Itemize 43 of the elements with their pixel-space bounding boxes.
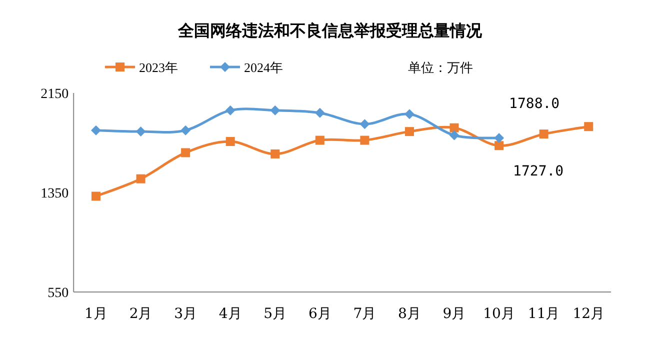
point: [181, 148, 190, 158]
legend-label: 2024年: [244, 60, 283, 75]
point: [494, 133, 504, 144]
point: [450, 123, 459, 132]
point: [270, 149, 280, 158]
point: [90, 125, 101, 136]
point: [270, 105, 280, 116]
point: [584, 122, 594, 132]
point: [404, 127, 414, 136]
x-tick-label: 6月: [308, 306, 332, 322]
x-tick-label: 7月: [353, 306, 376, 322]
point: [226, 137, 235, 146]
point: [314, 108, 325, 118]
point: [91, 192, 100, 201]
x-tick-label: 12月: [572, 306, 605, 322]
point: [539, 130, 548, 139]
point: [225, 105, 236, 116]
text: 单位：万件: [408, 61, 473, 76]
point: [449, 130, 460, 140]
point: [404, 109, 414, 120]
data-label: 1788.0: [509, 96, 560, 112]
legend-label: 2023年: [139, 60, 178, 75]
x-tick-label: 4月: [218, 306, 242, 322]
x-tick-label: 3月: [174, 306, 198, 322]
point: [315, 136, 324, 145]
x-tick-label: 10月: [483, 306, 515, 322]
data-label: 1727.0: [513, 164, 564, 180]
point: [136, 174, 146, 184]
chart-title: 全国网络违法和不良信息举报受理总量情况: [177, 21, 483, 40]
x-tick-label: 5月: [264, 306, 287, 322]
point: [136, 126, 146, 137]
x-tick-label: 9月: [442, 306, 466, 322]
y-tick-label: 550: [48, 286, 69, 301]
y-tick-label: 2150: [40, 87, 69, 102]
point: [494, 141, 504, 150]
point: [360, 136, 370, 145]
y-tick-label: 1350: [40, 186, 69, 202]
x-tick-label: 2月: [129, 306, 152, 322]
x-tick-label: 1月: [84, 306, 108, 322]
point: [180, 125, 191, 136]
x-tick-label: 11月: [528, 306, 560, 322]
point: [360, 119, 370, 130]
x-tick-label: 8月: [398, 306, 421, 322]
